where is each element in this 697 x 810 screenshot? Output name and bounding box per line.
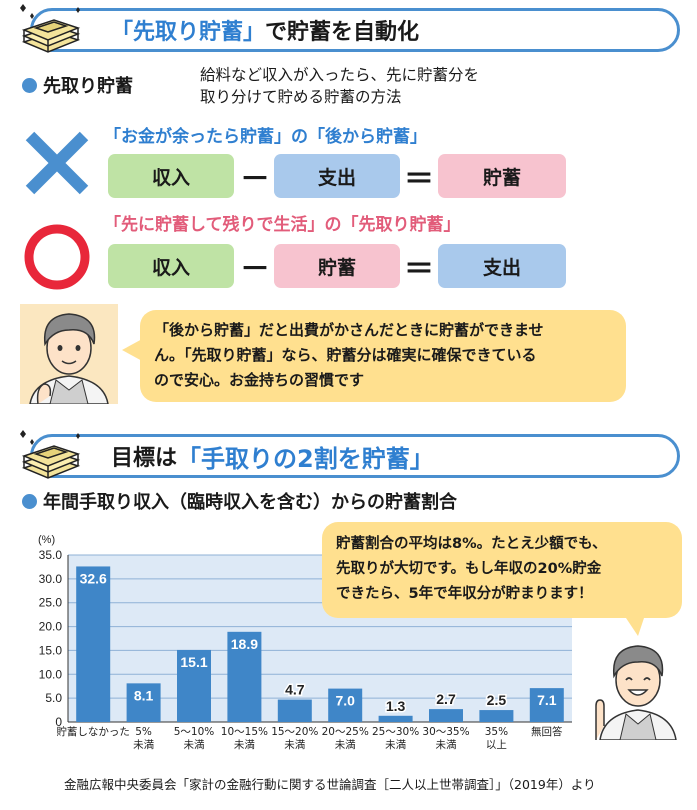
bar xyxy=(227,631,262,722)
bad-eq-income: 収入 xyxy=(108,154,234,198)
good-eq-minus: － xyxy=(240,252,270,287)
chart-heading: 年間手取り収入（臨時収入を含む）からの貯蓄割合 xyxy=(22,488,457,514)
y-tick-label: 20.0 xyxy=(39,620,63,634)
y-tick-label: 15.0 xyxy=(39,643,63,657)
bar-value-label: 7.1 xyxy=(537,692,557,708)
money-stack-icon xyxy=(20,4,81,53)
x-tick-label: 15～20% xyxy=(271,726,318,738)
speech-bubble-1: 「後から貯蓄」だと出費がかさんだときに貯蓄ができませ ん。「先取り貯蓄」なら、貯… xyxy=(140,310,626,402)
section-header-2: 目標は 「手取りの2割を貯蓄」 xyxy=(30,434,680,478)
bad-eq-minus: － xyxy=(240,162,270,197)
bar-value-label: 15.1 xyxy=(180,654,207,670)
section1-title-em: 「先取り貯蓄」 xyxy=(111,20,266,45)
definition-term: 先取り貯蓄 xyxy=(22,72,133,98)
section-header-1: 「先取り貯蓄」 で貯蓄を自動化 xyxy=(30,8,680,52)
section2-title-em: 「手取りの2割を貯蓄」 xyxy=(177,444,434,473)
x-tick-label: 未満 xyxy=(234,739,255,751)
advisor-pointing-icon xyxy=(595,645,677,740)
speech-bubble-2: 貯蓄割合の平均は8%。たとえ少額でも、 先取りが大切です。もし年収の20%貯金 … xyxy=(322,522,682,618)
y-tick-label: 5.0 xyxy=(45,691,62,705)
bar-value-label: 4.7 xyxy=(285,682,305,698)
x-tick-label: 30～35% xyxy=(422,726,469,738)
source-citation: 金融広報中央委員会「家計の金融行動に関する世論調査［二人以上世帯調査］」（201… xyxy=(64,777,596,792)
bar xyxy=(177,649,211,722)
bullet-dot-icon-2 xyxy=(22,493,37,509)
money-stack-icon-2 xyxy=(20,430,81,479)
good-eq-expense: 支出 xyxy=(438,244,566,288)
bar-value-label: 1.3 xyxy=(386,698,406,714)
x-tick-label: 無回答 xyxy=(531,725,563,738)
bar xyxy=(277,699,312,722)
advisor-portrait-icon xyxy=(20,304,118,404)
bar xyxy=(126,683,161,722)
bar-value-label: 2.7 xyxy=(436,691,456,707)
good-eq-equals: ＝ xyxy=(404,252,434,287)
bubble2-tail xyxy=(622,612,646,636)
cross-icon xyxy=(25,131,89,195)
bar-value-label: 8.1 xyxy=(134,687,154,703)
y-tick-label: 35.0 xyxy=(39,548,63,562)
good-equation-title: 「先に貯蓄して残りで生活」の「先取り貯蓄」 xyxy=(104,215,461,235)
x-tick-label: 未満 xyxy=(385,739,406,751)
x-tick-label: 10～15% xyxy=(221,726,268,738)
bullet-dot-icon xyxy=(22,77,37,93)
bar xyxy=(76,566,111,722)
x-tick-label: 未満 xyxy=(436,739,457,751)
y-tick-label: 0 xyxy=(55,715,62,729)
y-tick-label: 25.0 xyxy=(39,596,63,610)
x-tick-label: 未満 xyxy=(133,739,154,751)
y-tick-label: 30.0 xyxy=(39,572,63,586)
x-tick-label: 未満 xyxy=(284,739,305,751)
bar xyxy=(378,715,413,722)
good-eq-savings: 貯蓄 xyxy=(274,244,400,288)
good-eq-income: 収入 xyxy=(108,244,234,288)
x-tick-label: 35% xyxy=(485,726,508,738)
x-tick-label: 5～10% xyxy=(174,726,215,738)
bad-eq-expense: 支出 xyxy=(274,154,400,198)
bad-eq-savings: 貯蓄 xyxy=(438,154,566,198)
y-axis-unit: (%) xyxy=(38,534,55,546)
x-tick-label: 25～30% xyxy=(372,726,419,738)
x-tick-label: 以上 xyxy=(486,739,507,751)
x-tick-label: 未満 xyxy=(335,739,356,751)
definition-text: 給料など収入が入ったら、先に貯蓄分を 取り分けて貯める貯蓄の方法 xyxy=(200,66,480,106)
x-tick-label: 貯蓄しなかった xyxy=(56,726,130,738)
bar-value-label: 2.5 xyxy=(487,692,507,708)
y-tick-label: 10.0 xyxy=(39,667,63,681)
bar-value-label: 32.6 xyxy=(80,570,107,586)
section1-title-rest: で貯蓄を自動化 xyxy=(265,20,420,45)
x-tick-label: 未満 xyxy=(184,739,205,751)
circle-icon xyxy=(24,224,90,290)
bar xyxy=(429,709,463,722)
section2-title-rest: 目標は xyxy=(111,446,178,471)
bar xyxy=(479,710,514,722)
bar-value-label: 7.0 xyxy=(335,693,355,709)
bubble1-tail xyxy=(122,338,144,362)
bad-eq-equals: ＝ xyxy=(404,162,434,197)
bar xyxy=(529,688,564,722)
bar-value-label: 18.9 xyxy=(231,636,258,652)
x-tick-label: 20～25% xyxy=(322,726,369,738)
bar xyxy=(328,688,363,722)
x-tick-label: 5% xyxy=(135,726,152,738)
bad-equation-title: 「お金が余ったら貯蓄」の「後から貯蓄」 xyxy=(104,127,427,147)
